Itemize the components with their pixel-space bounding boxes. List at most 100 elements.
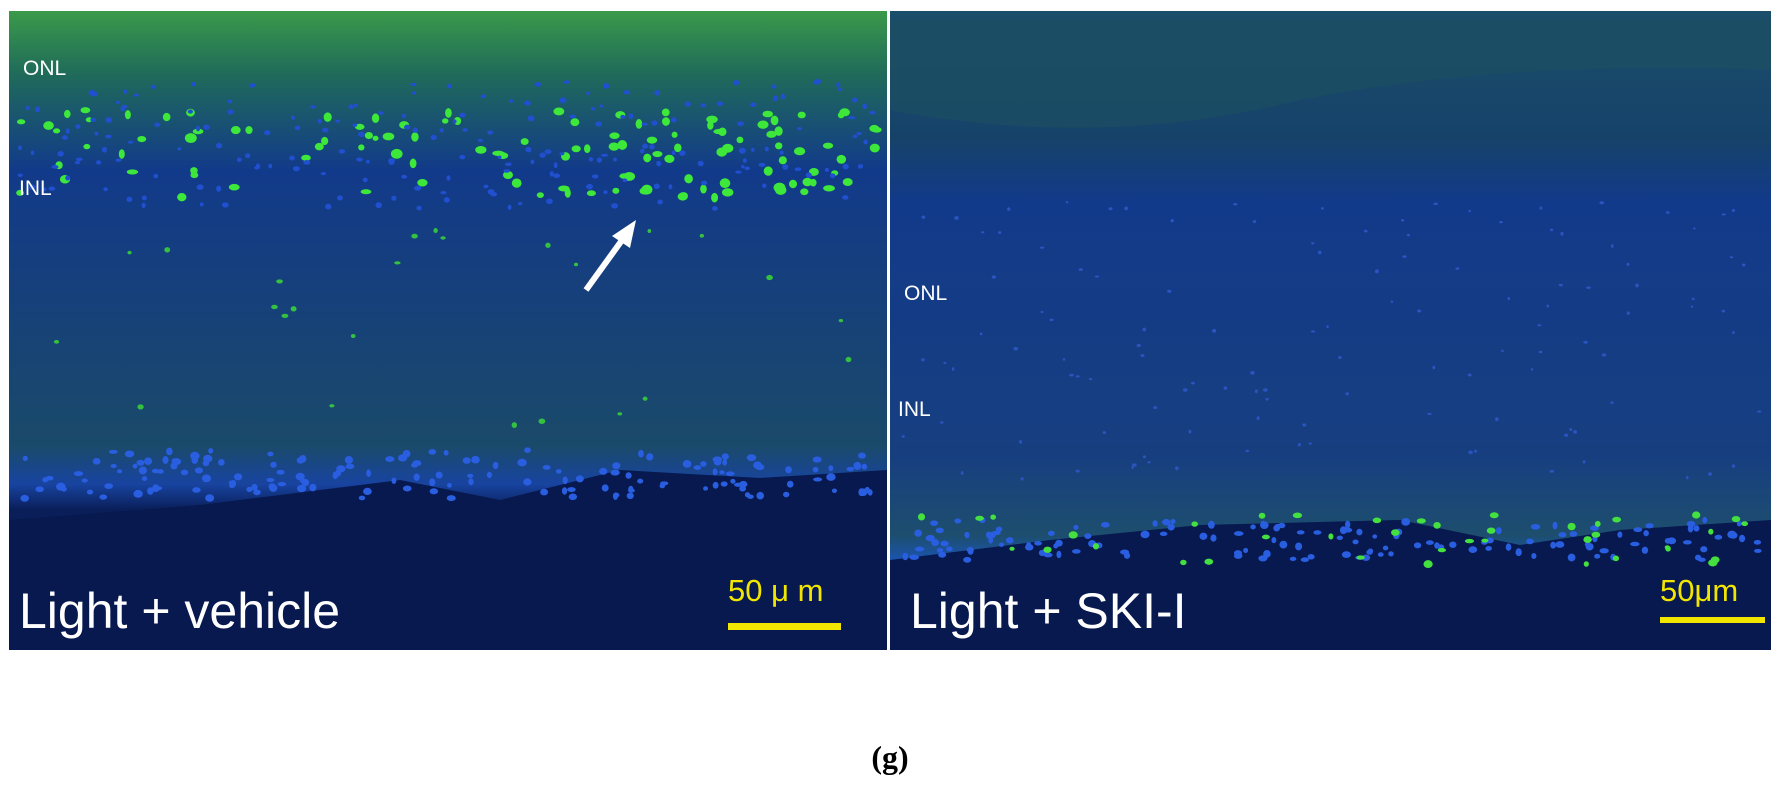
- cell: [1049, 318, 1054, 322]
- cell: [1308, 442, 1312, 445]
- cell: [133, 93, 139, 97]
- cell: [766, 130, 777, 138]
- cell: [221, 202, 229, 208]
- cell: [1486, 527, 1496, 534]
- cell: [1585, 543, 1594, 551]
- cell: [85, 117, 93, 123]
- cell: [378, 111, 384, 115]
- cell: [963, 556, 972, 563]
- cell: [1043, 546, 1052, 553]
- cell: [471, 455, 480, 464]
- cell: [1400, 218, 1405, 222]
- cell: [779, 150, 784, 155]
- cell: [684, 174, 693, 184]
- cell: [492, 150, 505, 156]
- cell: [1297, 442, 1301, 447]
- cell: [57, 151, 64, 157]
- cell: [559, 152, 565, 156]
- cell: [320, 172, 327, 176]
- cell: [120, 106, 126, 112]
- cell: [137, 136, 147, 143]
- cell: [1433, 521, 1441, 529]
- cell: [800, 188, 809, 196]
- cell: [1372, 517, 1382, 524]
- cell: [360, 189, 372, 195]
- cell: [1100, 522, 1110, 528]
- cell: [1345, 392, 1350, 396]
- cell: [310, 105, 317, 109]
- cell: [1560, 231, 1564, 236]
- cell: [94, 131, 99, 136]
- cell: [599, 467, 608, 475]
- cell: [375, 202, 383, 209]
- cell: [730, 478, 736, 484]
- cell: [177, 192, 187, 202]
- layer-label: INL: [898, 398, 931, 421]
- cell: [712, 481, 719, 489]
- cell: [1108, 207, 1113, 211]
- cell: [1199, 532, 1208, 540]
- cell: [1243, 547, 1249, 554]
- tissue-band: [890, 20, 1771, 128]
- cell: [141, 476, 148, 482]
- cell: [642, 143, 648, 149]
- cell: [487, 189, 495, 195]
- cell: [428, 448, 437, 455]
- cell: [1611, 244, 1614, 248]
- scale-bar-label: 50μm: [1660, 573, 1738, 608]
- cell: [290, 306, 297, 312]
- cell: [497, 155, 502, 159]
- cell: [857, 164, 864, 169]
- cell: [1292, 512, 1303, 519]
- cell: [1474, 449, 1478, 453]
- cell: [92, 458, 101, 465]
- cell: [739, 485, 746, 492]
- cell: [180, 469, 189, 476]
- cell: [452, 119, 457, 124]
- cell: [504, 162, 512, 166]
- cell: [756, 491, 765, 500]
- cell: [1034, 541, 1043, 546]
- cell: [559, 97, 567, 104]
- cell: [1307, 554, 1315, 560]
- cell: [230, 125, 241, 135]
- cell: [462, 457, 471, 464]
- cell: [199, 202, 204, 207]
- cell: [1356, 528, 1363, 536]
- cell: [1546, 304, 1550, 308]
- cell: [936, 547, 944, 553]
- cell: [1741, 521, 1749, 527]
- cell: [25, 105, 30, 111]
- cell: [1401, 517, 1411, 526]
- cell: [124, 450, 135, 458]
- cell: [1204, 558, 1214, 565]
- cell: [45, 475, 54, 481]
- cell: [753, 461, 762, 470]
- cell: [216, 185, 222, 192]
- cell: [462, 128, 468, 132]
- cell: [1361, 554, 1371, 561]
- cell: [1485, 546, 1492, 551]
- cell: [1682, 540, 1692, 545]
- cell: [270, 461, 277, 468]
- cell: [775, 142, 783, 150]
- cell: [363, 487, 372, 496]
- cell: [154, 122, 161, 127]
- cell: [668, 184, 673, 190]
- cell: [35, 486, 44, 493]
- cell: [786, 480, 794, 488]
- cell: [99, 494, 108, 500]
- cell: [858, 452, 866, 459]
- cell: [362, 177, 368, 183]
- cell: [797, 111, 806, 119]
- layer-label: ONL: [23, 57, 66, 80]
- cell: [1594, 520, 1601, 527]
- cell: [1102, 431, 1107, 435]
- cell: [508, 99, 514, 103]
- cell: [635, 119, 643, 129]
- cell: [358, 144, 365, 151]
- cell: [954, 216, 959, 220]
- cell: [1131, 465, 1134, 469]
- cell: [1708, 528, 1714, 535]
- cell: [126, 196, 133, 202]
